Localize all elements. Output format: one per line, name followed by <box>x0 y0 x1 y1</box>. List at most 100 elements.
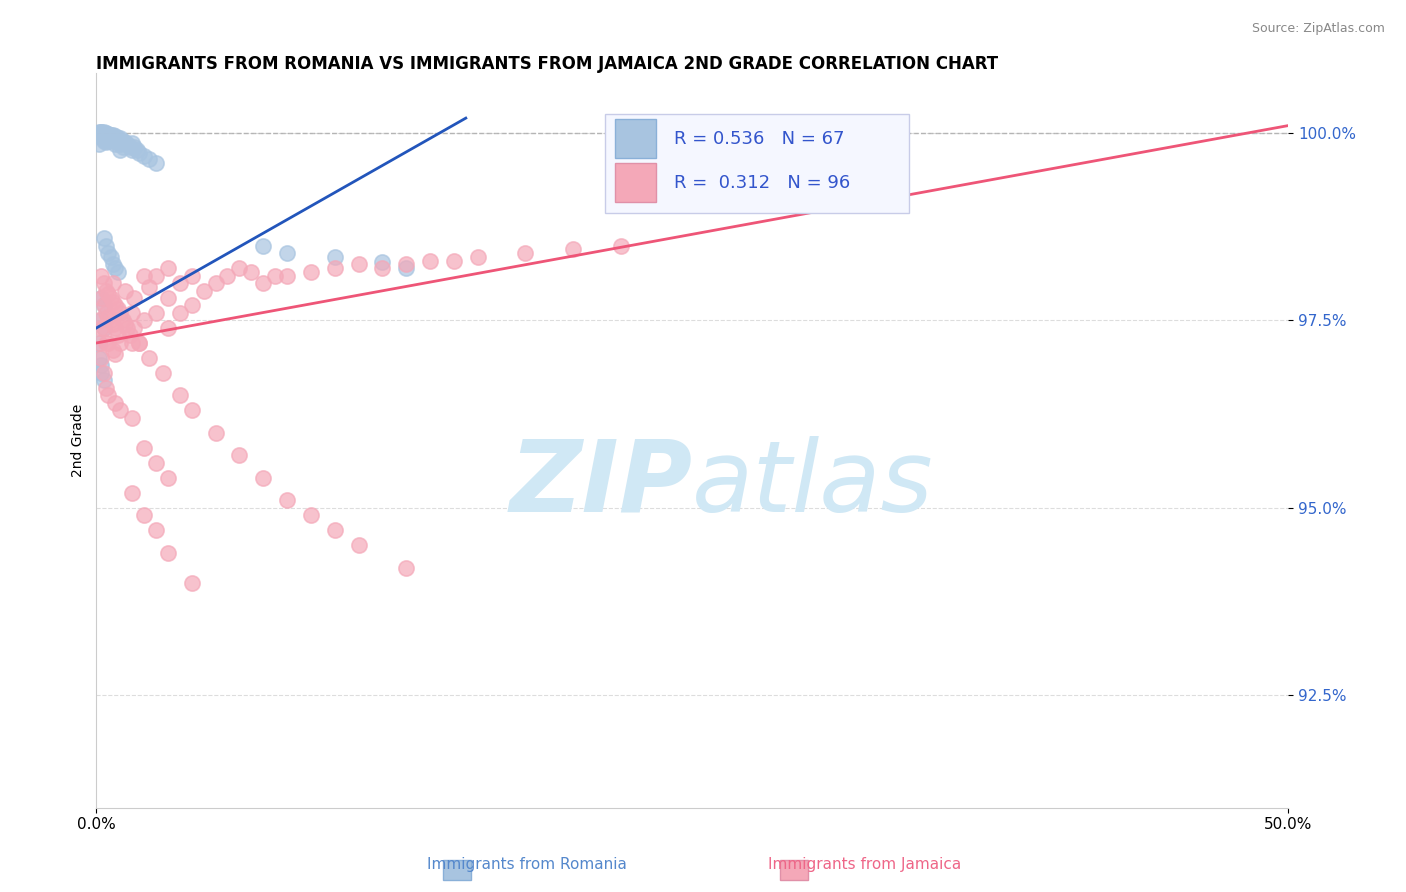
Point <box>94 132 117 146</box>
Point <box>90 129 112 144</box>
Point <box>125 143 148 157</box>
Point <box>93 298 115 312</box>
Point <box>114 317 136 331</box>
Point <box>323 260 346 275</box>
Point <box>93 321 115 335</box>
Point <box>107 328 129 343</box>
Point <box>100 250 122 264</box>
Point <box>97 127 120 141</box>
Point <box>395 260 418 275</box>
Point <box>156 471 179 485</box>
Point <box>104 129 127 144</box>
Point <box>97 134 120 148</box>
Point <box>156 321 179 335</box>
Point <box>101 276 124 290</box>
Point <box>169 276 191 290</box>
Point <box>90 127 112 141</box>
Point <box>204 276 226 290</box>
Point <box>299 265 322 279</box>
Point <box>118 328 141 343</box>
Point <box>90 126 112 140</box>
Point <box>104 321 127 335</box>
Point <box>228 449 250 463</box>
Point <box>100 291 122 305</box>
Point <box>118 140 141 154</box>
Point <box>108 131 131 145</box>
Point <box>104 396 127 410</box>
Point <box>395 257 418 271</box>
Point <box>169 388 191 402</box>
Point <box>93 374 115 388</box>
Point <box>111 313 134 327</box>
Point <box>145 524 167 538</box>
Point <box>299 508 322 523</box>
Point <box>90 321 112 335</box>
Point <box>124 291 146 305</box>
Point <box>104 137 127 152</box>
Point <box>323 250 346 264</box>
Point <box>145 306 167 320</box>
Point <box>100 313 122 327</box>
Point <box>101 257 124 271</box>
Point <box>204 425 226 440</box>
Point <box>180 403 202 417</box>
Point <box>87 137 110 152</box>
Point <box>121 306 143 320</box>
Point <box>169 306 191 320</box>
Point <box>101 128 124 142</box>
Point <box>87 313 110 327</box>
Point <box>124 139 146 153</box>
Point <box>93 130 115 145</box>
Point <box>228 260 250 275</box>
Point <box>90 291 112 305</box>
Point <box>93 134 115 148</box>
Point <box>87 335 110 350</box>
Point <box>117 137 139 152</box>
Point <box>93 298 115 312</box>
Point <box>104 133 127 147</box>
Point <box>90 313 112 327</box>
Point <box>93 366 115 380</box>
Point <box>467 250 489 264</box>
Point <box>108 306 131 320</box>
Point <box>94 238 117 252</box>
Point <box>107 302 129 317</box>
Point <box>138 351 160 365</box>
Point <box>117 321 139 335</box>
Point <box>371 260 394 275</box>
Point <box>145 456 167 470</box>
Point <box>93 128 115 142</box>
Text: IMMIGRANTS FROM ROMANIA VS IMMIGRANTS FROM JAMAICA 2ND GRADE CORRELATION CHART: IMMIGRANTS FROM ROMANIA VS IMMIGRANTS FR… <box>97 55 998 73</box>
FancyBboxPatch shape <box>614 163 657 202</box>
Point <box>94 381 117 395</box>
Point <box>97 287 120 301</box>
Point <box>156 291 179 305</box>
Point <box>111 139 134 153</box>
Point <box>107 265 129 279</box>
FancyBboxPatch shape <box>614 120 657 158</box>
Point <box>419 253 441 268</box>
Point <box>443 253 465 268</box>
Point <box>114 284 136 298</box>
Point <box>97 335 120 350</box>
Point <box>97 246 120 260</box>
Point <box>100 128 122 143</box>
Text: Immigrants from Jamaica: Immigrants from Jamaica <box>768 857 962 872</box>
Point <box>276 246 298 260</box>
Text: ZIP: ZIP <box>509 436 692 533</box>
Point <box>108 335 131 350</box>
Point <box>515 246 537 260</box>
Point <box>138 153 160 167</box>
FancyBboxPatch shape <box>605 113 910 212</box>
Text: R =  0.312   N = 96: R = 0.312 N = 96 <box>675 174 851 192</box>
Point <box>609 238 631 252</box>
Point <box>152 366 174 380</box>
Point <box>121 411 143 425</box>
Text: Source: ZipAtlas.com: Source: ZipAtlas.com <box>1251 22 1385 36</box>
Point <box>100 132 122 146</box>
Point <box>264 268 287 283</box>
Point <box>108 137 131 152</box>
Point <box>371 255 394 269</box>
Point <box>87 335 110 350</box>
Point <box>101 130 124 145</box>
